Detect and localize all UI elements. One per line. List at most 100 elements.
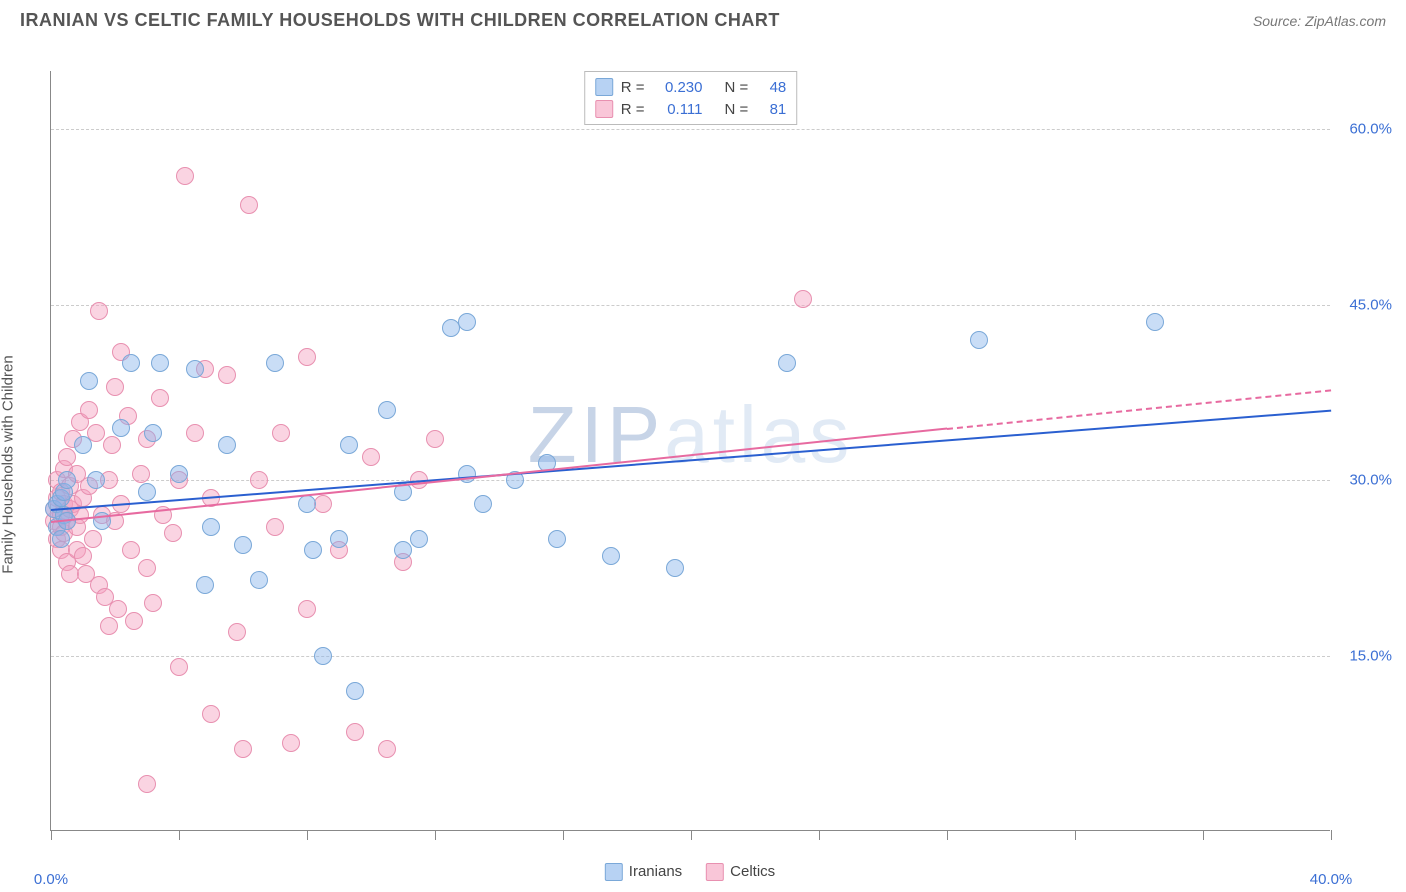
scatter-point xyxy=(234,536,252,554)
legend-n-value: 81 xyxy=(756,101,786,118)
legend-stats-row: R = 0.230 N = 48 xyxy=(595,76,787,98)
scatter-point xyxy=(340,436,358,454)
x-tick xyxy=(179,830,180,840)
scatter-point xyxy=(202,518,220,536)
scatter-point xyxy=(122,354,140,372)
x-tick-label: 40.0% xyxy=(1310,871,1353,888)
scatter-point xyxy=(970,331,988,349)
y-tick-label: 15.0% xyxy=(1336,647,1392,664)
chart-source: Source: ZipAtlas.com xyxy=(1253,13,1386,29)
x-tick xyxy=(1203,830,1204,840)
scatter-point xyxy=(58,471,76,489)
x-tick xyxy=(51,830,52,840)
scatter-point xyxy=(394,541,412,559)
scatter-point xyxy=(218,436,236,454)
scatter-point xyxy=(80,401,98,419)
legend-r-label: R = xyxy=(621,101,645,118)
legend-swatch xyxy=(595,78,613,96)
scatter-point xyxy=(138,559,156,577)
chart-header: IRANIAN VS CELTIC FAMILY HOUSEHOLDS WITH… xyxy=(0,0,1406,31)
scatter-point xyxy=(458,313,476,331)
scatter-point xyxy=(176,167,194,185)
x-tick-label: 0.0% xyxy=(34,871,68,888)
scatter-point xyxy=(266,354,284,372)
gridline xyxy=(51,656,1330,657)
scatter-point xyxy=(84,530,102,548)
scatter-point xyxy=(346,723,364,741)
scatter-point xyxy=(272,424,290,442)
legend-swatch xyxy=(595,100,613,118)
legend-r-label: R = xyxy=(621,79,645,96)
scatter-point xyxy=(362,448,380,466)
scatter-point xyxy=(426,430,444,448)
scatter-point xyxy=(52,530,70,548)
scatter-point xyxy=(109,600,127,618)
y-tick-label: 60.0% xyxy=(1336,121,1392,138)
scatter-point xyxy=(378,740,396,758)
x-tick xyxy=(435,830,436,840)
scatter-point xyxy=(170,658,188,676)
x-tick xyxy=(307,830,308,840)
legend-n-value: 48 xyxy=(756,79,786,96)
legend-label: Iranians xyxy=(629,863,682,880)
scatter-point xyxy=(74,547,92,565)
legend-r-value: 0.230 xyxy=(653,79,703,96)
scatter-point xyxy=(138,775,156,793)
scatter-point xyxy=(202,705,220,723)
legend-stats-row: R =0.111N =81 xyxy=(595,98,787,120)
scatter-point xyxy=(144,594,162,612)
scatter-point xyxy=(58,448,76,466)
scatter-point xyxy=(346,682,364,700)
scatter-point xyxy=(282,734,300,752)
legend-swatch xyxy=(706,863,724,881)
legend-bottom: Iranians Celtics xyxy=(605,863,775,881)
legend-label: Celtics xyxy=(730,863,775,880)
scatter-point xyxy=(196,576,214,594)
scatter-point xyxy=(250,571,268,589)
scatter-point xyxy=(151,354,169,372)
chart-container: Family Households with Children ZIPatlas… xyxy=(0,31,1406,881)
legend-n-label: N = xyxy=(725,79,749,96)
legend-n-label: N = xyxy=(725,101,749,118)
scatter-point xyxy=(186,424,204,442)
scatter-point xyxy=(106,378,124,396)
x-tick xyxy=(691,830,692,840)
scatter-point xyxy=(548,530,566,548)
scatter-point xyxy=(125,612,143,630)
x-tick xyxy=(563,830,564,840)
x-tick xyxy=(947,830,948,840)
scatter-point xyxy=(330,530,348,548)
legend-item: Celtics xyxy=(706,863,775,881)
scatter-point xyxy=(458,465,476,483)
y-tick-label: 45.0% xyxy=(1336,296,1392,313)
scatter-point xyxy=(164,524,182,542)
scatter-point xyxy=(1146,313,1164,331)
scatter-point xyxy=(100,617,118,635)
x-tick xyxy=(819,830,820,840)
scatter-point xyxy=(103,436,121,454)
scatter-point xyxy=(144,424,162,442)
scatter-point xyxy=(298,348,316,366)
scatter-point xyxy=(474,495,492,513)
scatter-point xyxy=(794,290,812,308)
scatter-point xyxy=(410,530,428,548)
scatter-point xyxy=(132,465,150,483)
scatter-point xyxy=(87,471,105,489)
y-tick-label: 30.0% xyxy=(1336,472,1392,489)
scatter-point xyxy=(298,600,316,618)
scatter-point xyxy=(314,647,332,665)
gridline xyxy=(51,129,1330,130)
plot-area: ZIPatlas 15.0%30.0%45.0%60.0%0.0%40.0%R … xyxy=(50,71,1330,831)
scatter-point xyxy=(378,401,396,419)
scatter-point xyxy=(250,471,268,489)
scatter-point xyxy=(298,495,316,513)
scatter-point xyxy=(90,302,108,320)
scatter-point xyxy=(74,436,92,454)
scatter-point xyxy=(138,483,156,501)
legend-swatch xyxy=(605,863,623,881)
scatter-point xyxy=(234,740,252,758)
chart-title: IRANIAN VS CELTIC FAMILY HOUSEHOLDS WITH… xyxy=(20,10,780,31)
scatter-point xyxy=(122,541,140,559)
scatter-point xyxy=(228,623,246,641)
scatter-point xyxy=(778,354,796,372)
